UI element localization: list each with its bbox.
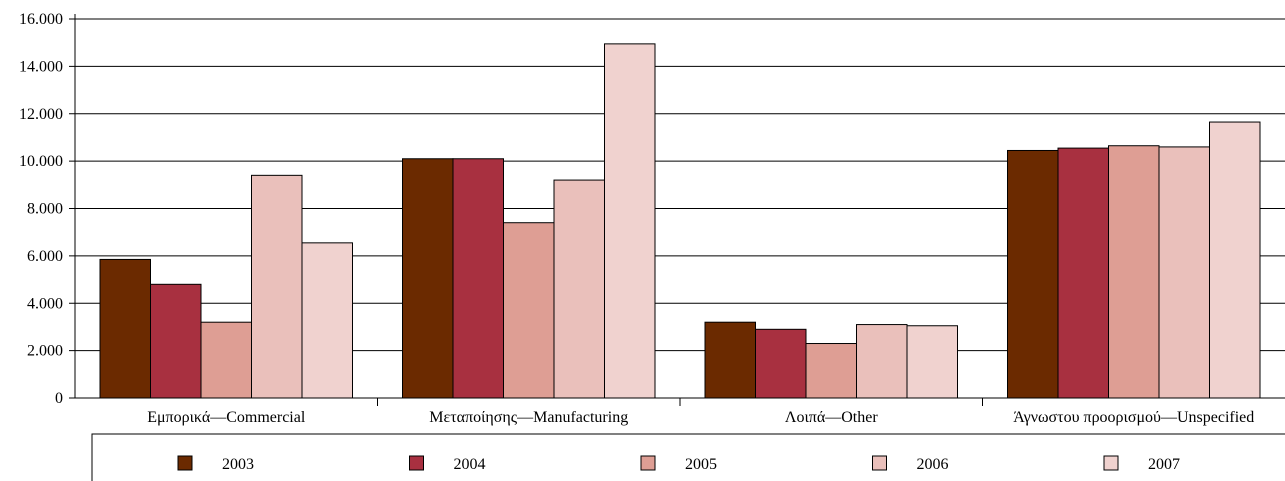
bar-2007-0	[301, 242, 353, 399]
legend-swatch-2007	[1103, 455, 1119, 471]
bars	[99, 43, 1261, 399]
bar-2004-2	[755, 328, 807, 399]
bar-2007-2	[906, 325, 958, 399]
bar-2004-3	[1057, 147, 1109, 399]
x-category-label: Μεταποίησης—Manufacturing	[429, 409, 628, 426]
y-tick-label: 10.000	[19, 153, 63, 170]
bar-2006-3	[1158, 146, 1210, 399]
bar-2003-2	[704, 321, 756, 399]
y-tick-label: 2.000	[27, 343, 63, 360]
bar-2006-2	[856, 324, 908, 399]
bar-2006-1	[553, 179, 605, 399]
y-tick-label: 4.000	[27, 295, 63, 312]
legend-label-2003: 2003	[222, 456, 254, 473]
bar-2006-0	[251, 174, 303, 399]
legend-label-2006: 2006	[917, 456, 949, 473]
y-tick-label: 6.000	[27, 248, 63, 265]
bar-2004-1	[452, 158, 504, 399]
bar-2003-1	[402, 158, 454, 399]
legend-swatch-2003	[177, 455, 193, 471]
bar-2005-2	[805, 343, 857, 399]
x-category-label: Λοιπά—Other	[785, 409, 878, 426]
legend-swatch-2004	[409, 455, 424, 471]
legend-frame	[91, 433, 1285, 481]
y-tick-label: 12.000	[19, 106, 63, 123]
bar-2004-0	[150, 283, 202, 399]
legend: 2003 2004 2005 2006 2007	[91, 433, 1285, 481]
y-tick-label: 8.000	[27, 201, 63, 218]
legend-label-2007: 2007	[1148, 456, 1180, 473]
x-axis: Εμπορικά—Commercial Μεταποίησης—Manufactu…	[75, 397, 1285, 426]
legend-label-2004: 2004	[454, 456, 486, 473]
bar-2005-0	[200, 321, 252, 399]
y-tick-label: 16.000	[19, 11, 63, 28]
bar-2007-3	[1209, 121, 1261, 399]
bar-2003-0	[99, 258, 151, 399]
x-category-label: Εμπορικά—Commercial	[147, 409, 306, 426]
bar-2005-1	[503, 222, 555, 399]
y-axis-ticks: 0 2.000 4.000 6.000 8.000 10.000 12.000 14.000 1…	[19, 11, 76, 407]
legend-swatch-2005	[640, 455, 656, 471]
legend-label-2005: 2005	[685, 456, 717, 473]
x-category-label: Άγνωστου προορισμού—Unspecified	[1013, 409, 1254, 426]
bar-2007-1	[604, 43, 656, 399]
legend-swatch-2006	[872, 455, 887, 471]
bar-2003-3	[1007, 149, 1059, 399]
y-tick-label: 14.000	[19, 58, 63, 75]
y-tick-label: 0	[55, 390, 63, 407]
bar-2005-3	[1108, 145, 1160, 399]
